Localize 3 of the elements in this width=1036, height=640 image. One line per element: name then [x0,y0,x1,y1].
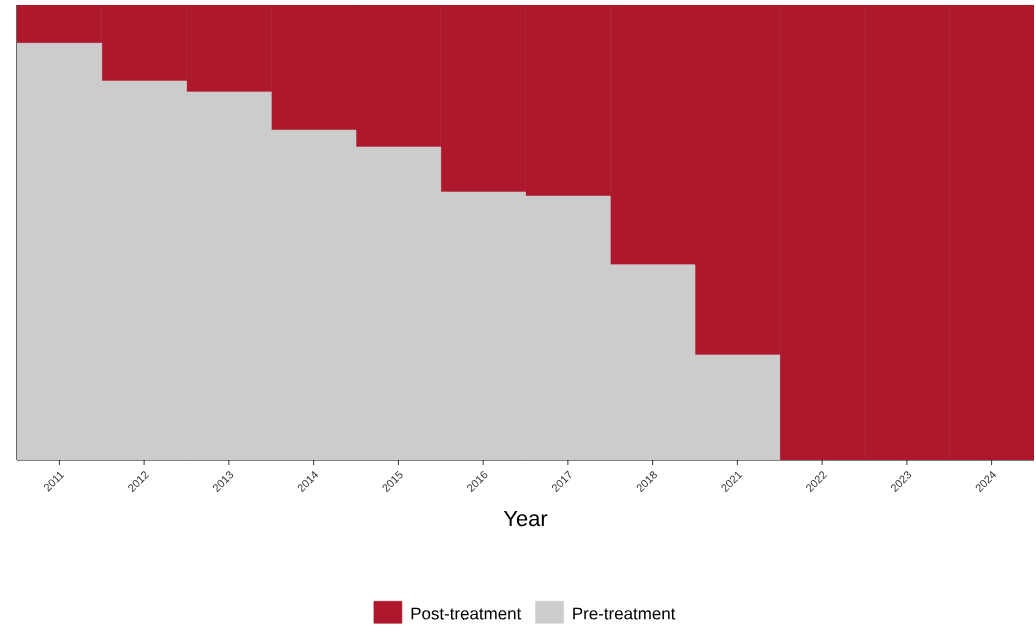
legend-label: Pre-treatment [573,607,676,620]
x-axis-title: Year [503,510,548,527]
legend-label: Post-treatment [411,607,522,620]
